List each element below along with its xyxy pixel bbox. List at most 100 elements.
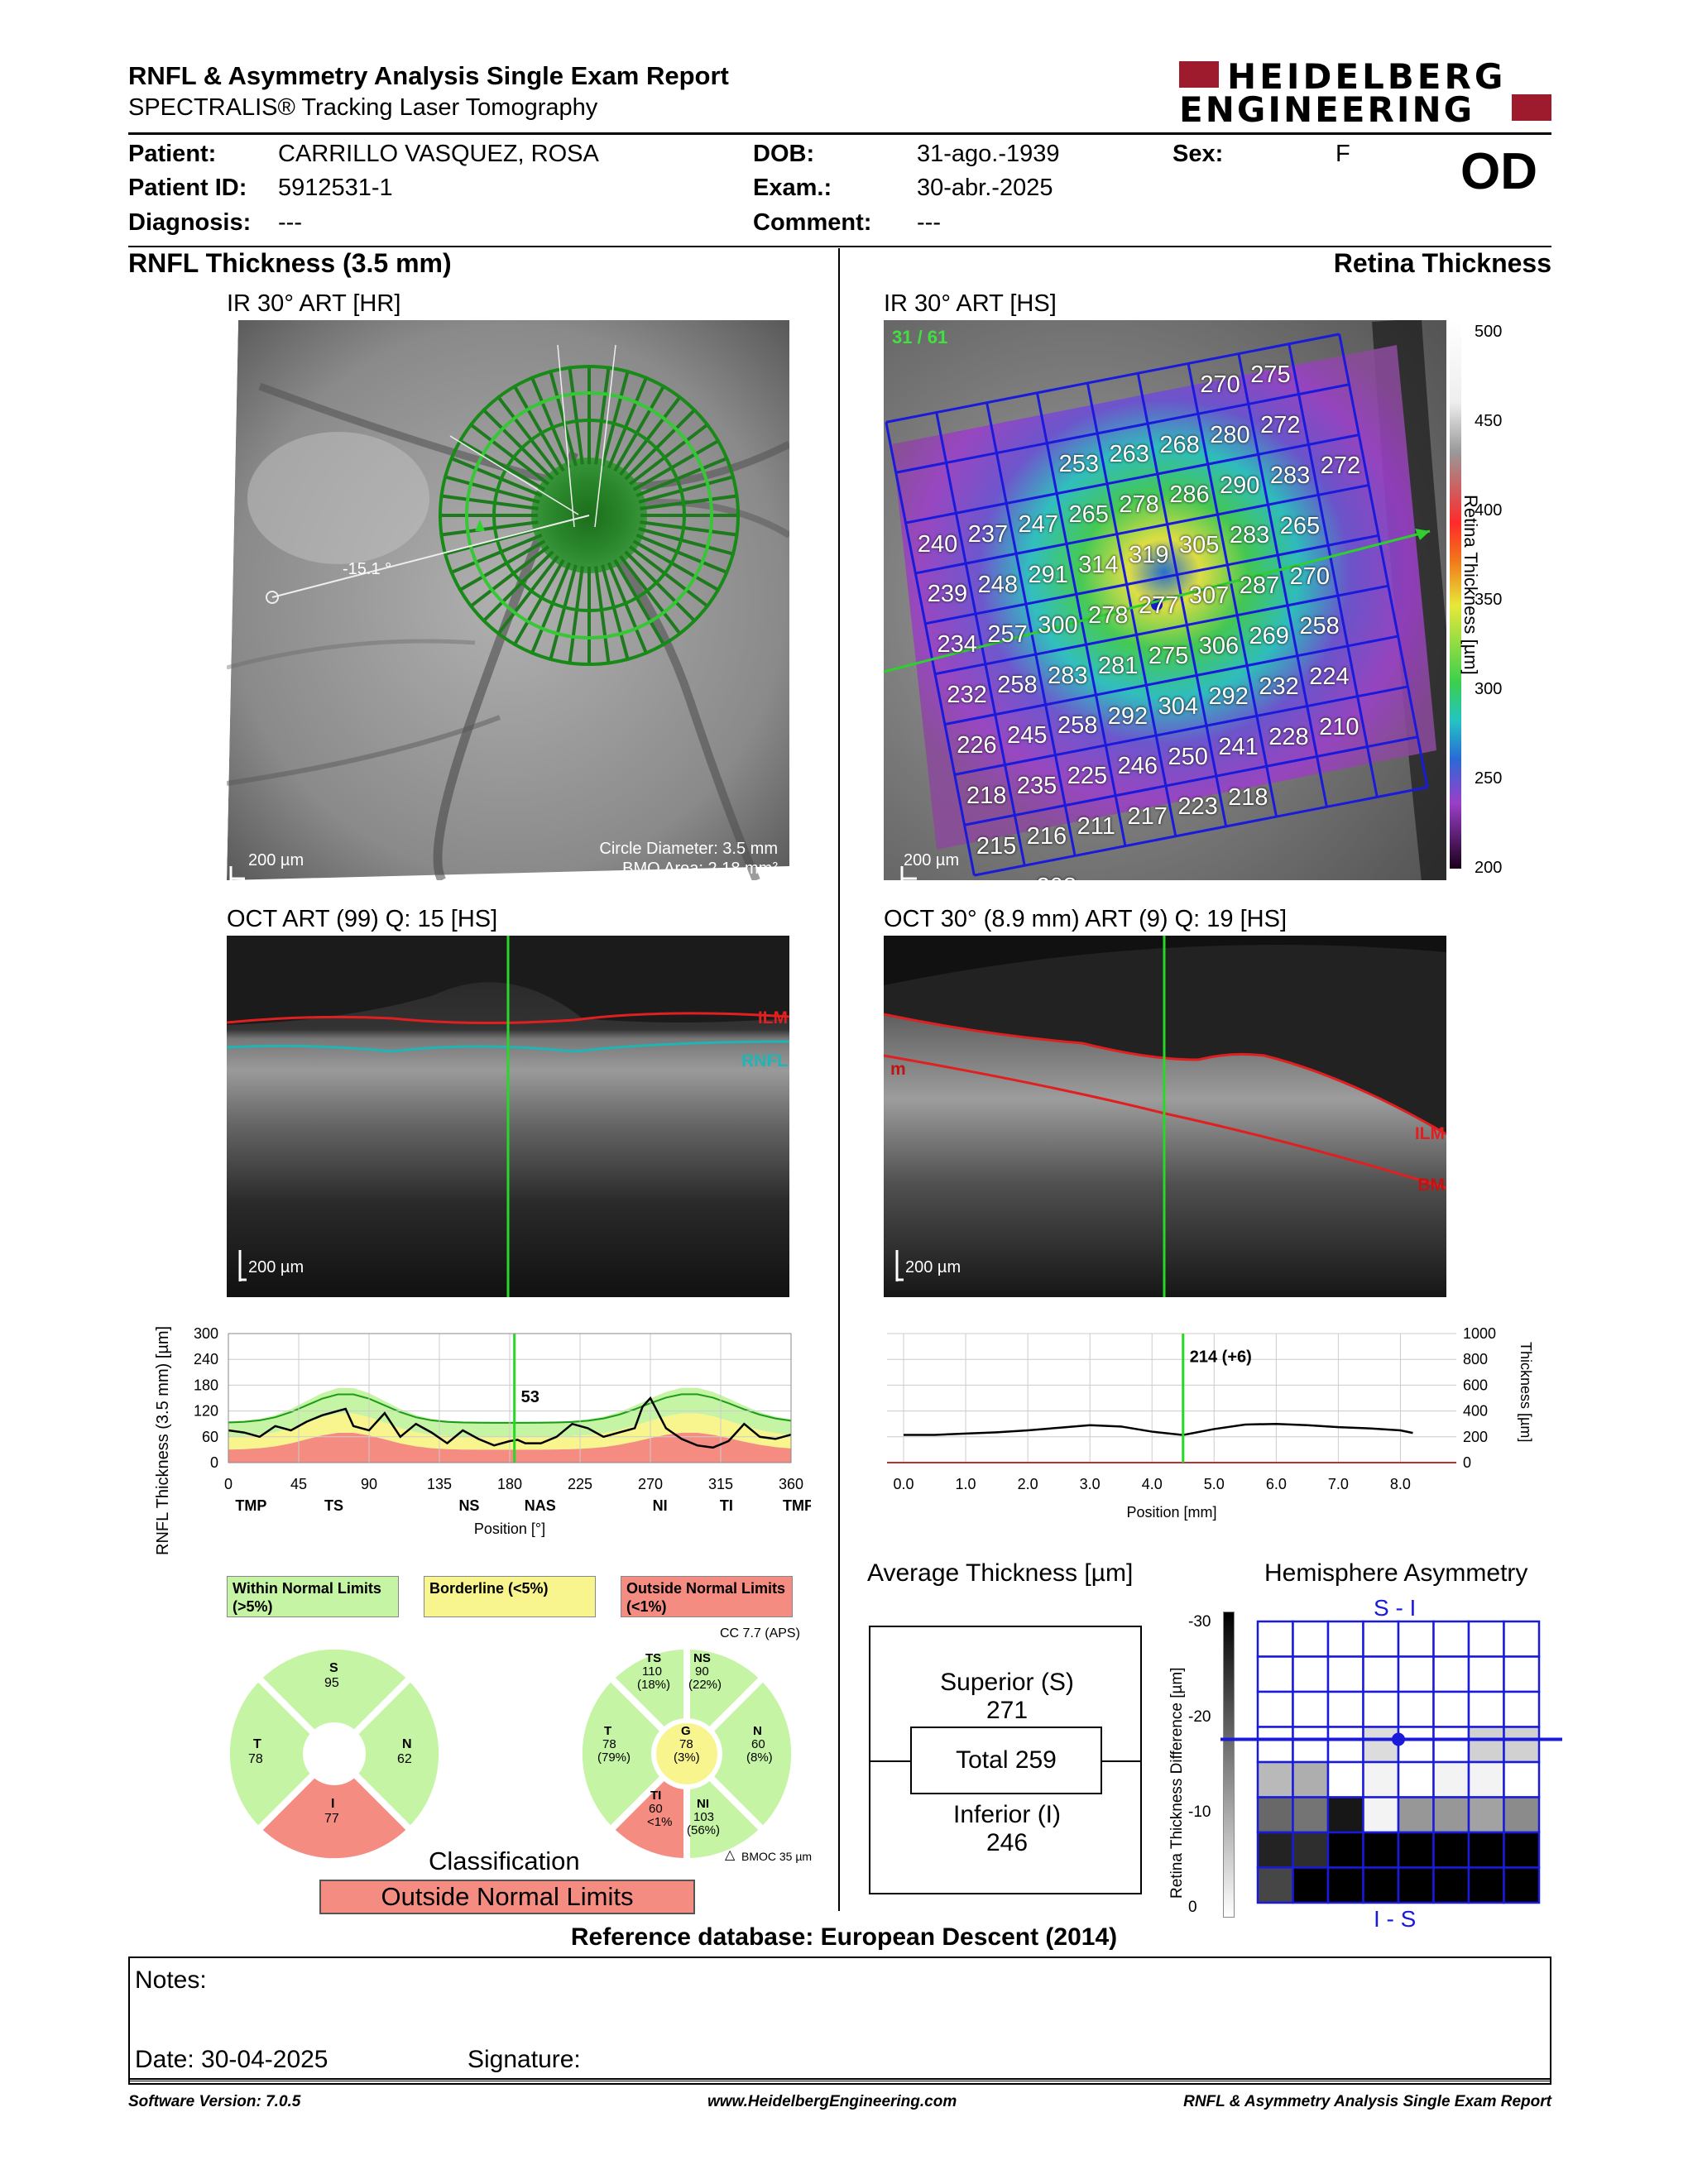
grid-line [944,635,1398,726]
colorbar-tick: 500 [1475,323,1503,341]
asym-cell [1362,1690,1400,1728]
circle-diameter: Circle Diameter: 3.5 mm [599,840,778,858]
grid-value: 283 [1229,522,1270,549]
rnfl-ray [496,395,559,477]
classification-label: Classification [429,1846,580,1875]
asym-cell [1397,1620,1435,1658]
grid-value: 292 [1208,682,1249,710]
oct-scale-right: 200 µm [905,1258,961,1276]
ilm-label-left: ILM [757,1008,788,1027]
colorbar-tick: 200 [1475,859,1503,877]
grid-line [924,534,1379,625]
grid-value: 277 [1139,592,1179,619]
grid-line [985,402,1077,856]
comment-value: --- [917,209,941,236]
asym-cursor-dot [1392,1732,1405,1746]
superior-label: Superior (S) [940,1669,1074,1696]
colorbar-tick: 400 [1475,501,1503,520]
cursor-label: 53 [521,1388,539,1406]
rnfl-ray [458,438,546,491]
bmo-area: BMO Area: 2.18 mm² [622,860,778,878]
q-n-value: 62 [397,1752,412,1766]
grid-value: 245 [1007,722,1048,750]
rnfl-ray [601,369,631,467]
website-link[interactable]: www.HeidelbergEngineering.com [707,2093,957,2110]
asym-cell [1503,1866,1541,1904]
asym-cell [1467,1866,1505,1904]
rnfl-ray [601,564,631,662]
asym-cell [1326,1831,1364,1869]
sec-ts-pct: (18%) [637,1678,671,1692]
asym-cell [1292,1831,1330,1869]
asym-cell [1362,1726,1400,1764]
signature-label: Signature: [468,2046,581,2073]
x-tick-label: 7.0 [1328,1476,1349,1492]
asym-cell [1256,1690,1294,1728]
x-tick-label: 45 [290,1476,307,1492]
x-tick-label: 360 [779,1476,803,1492]
grid-value: 208 [1037,874,1077,880]
oct-title-right: OCT 30° (8.9 mm) ART (9) Q: 19 [HS] [884,906,1288,932]
asym-cell [1292,1760,1330,1798]
notes-label: Notes: [135,1966,207,1994]
grid-line [885,333,1340,424]
x-tick-label: 0 [224,1476,233,1492]
asym-cell [1432,1796,1470,1834]
asym-cell [1432,1690,1470,1728]
asym-cell [1326,1726,1364,1764]
rnfl-ray [439,494,539,510]
grid-value: 287 [1239,572,1280,600]
grid-value: 269 [1249,623,1289,650]
asym-cell [1397,1690,1435,1728]
asym-cell [1397,1760,1435,1798]
ilm-label-right: ILM [1414,1124,1445,1143]
rnfl-ray [449,456,543,498]
asym-cell [1397,1831,1435,1869]
y-tick-label: 0 [1463,1454,1471,1471]
sec-ni-val: 103 [693,1810,715,1824]
sector-chart: TS 110 (18%) NS 90 (22%) T 78 (79%) G 78… [575,1642,798,1866]
asym-cell [1326,1690,1364,1728]
y-tick-label: 180 [194,1377,218,1393]
grid-value: 292 [1107,702,1149,730]
sec-ti-val: 60 [649,1802,663,1816]
diagnosis-value: --- [278,209,302,236]
rnfl-ray [594,566,611,665]
scan-counter: 31 / 61 [892,327,948,347]
classification-result: Outside Normal Limits [319,1880,695,1914]
grid-value: 280 [1210,421,1250,448]
comment-label: Comment: [753,209,872,236]
rnfl-ray [548,564,578,662]
rnfl-ray [638,527,736,557]
x-tick-label: 180 [497,1476,522,1492]
grid-value: 210 [1319,714,1360,741]
ir-fundus-left: -15.1 ° 200 µm Circle Diameter: 3.5 mm B… [227,320,789,880]
grid-value: 278 [1119,491,1159,519]
patient-id-label: Patient ID: [128,175,247,201]
rnfl-ray [481,407,554,481]
grid-line [1036,392,1127,846]
asym-cell [1292,1726,1330,1764]
sector-label: NAS [525,1497,556,1514]
rnfl-ray [628,422,710,486]
notes-date: Date: 30-04-2025 [135,2046,328,2073]
sec-n-val: 60 [751,1737,765,1751]
average-box: Superior (S) 271 Total 259 Inferior (I) … [869,1626,1142,1894]
x-tick-label: 8.0 [1390,1476,1411,1492]
asym-cell [1326,1866,1364,1904]
grid-value: 257 [987,621,1028,649]
asym-cell [1467,1620,1505,1658]
q-i-value: 77 [324,1812,339,1826]
asym-scale-bar [1223,1612,1235,1918]
rnfl-ray [635,533,729,575]
asym-cell [1326,1796,1364,1834]
grid-value: 218 [1228,783,1268,811]
oct-scan-left: ILM RNFL 200 µm [227,936,789,1297]
grid-line [1187,363,1278,817]
sec-n-label: N [753,1724,762,1738]
inferior-label: Inferior (I) [952,1801,1062,1828]
heidelberg-logo: HEIDELBERG ENGINEERING [1179,56,1551,130]
asym-cell [1397,1796,1435,1834]
asym-ylabel: Retina Thickness Difference [µm] [1168,1667,1186,1899]
asym-cell [1432,1726,1470,1764]
